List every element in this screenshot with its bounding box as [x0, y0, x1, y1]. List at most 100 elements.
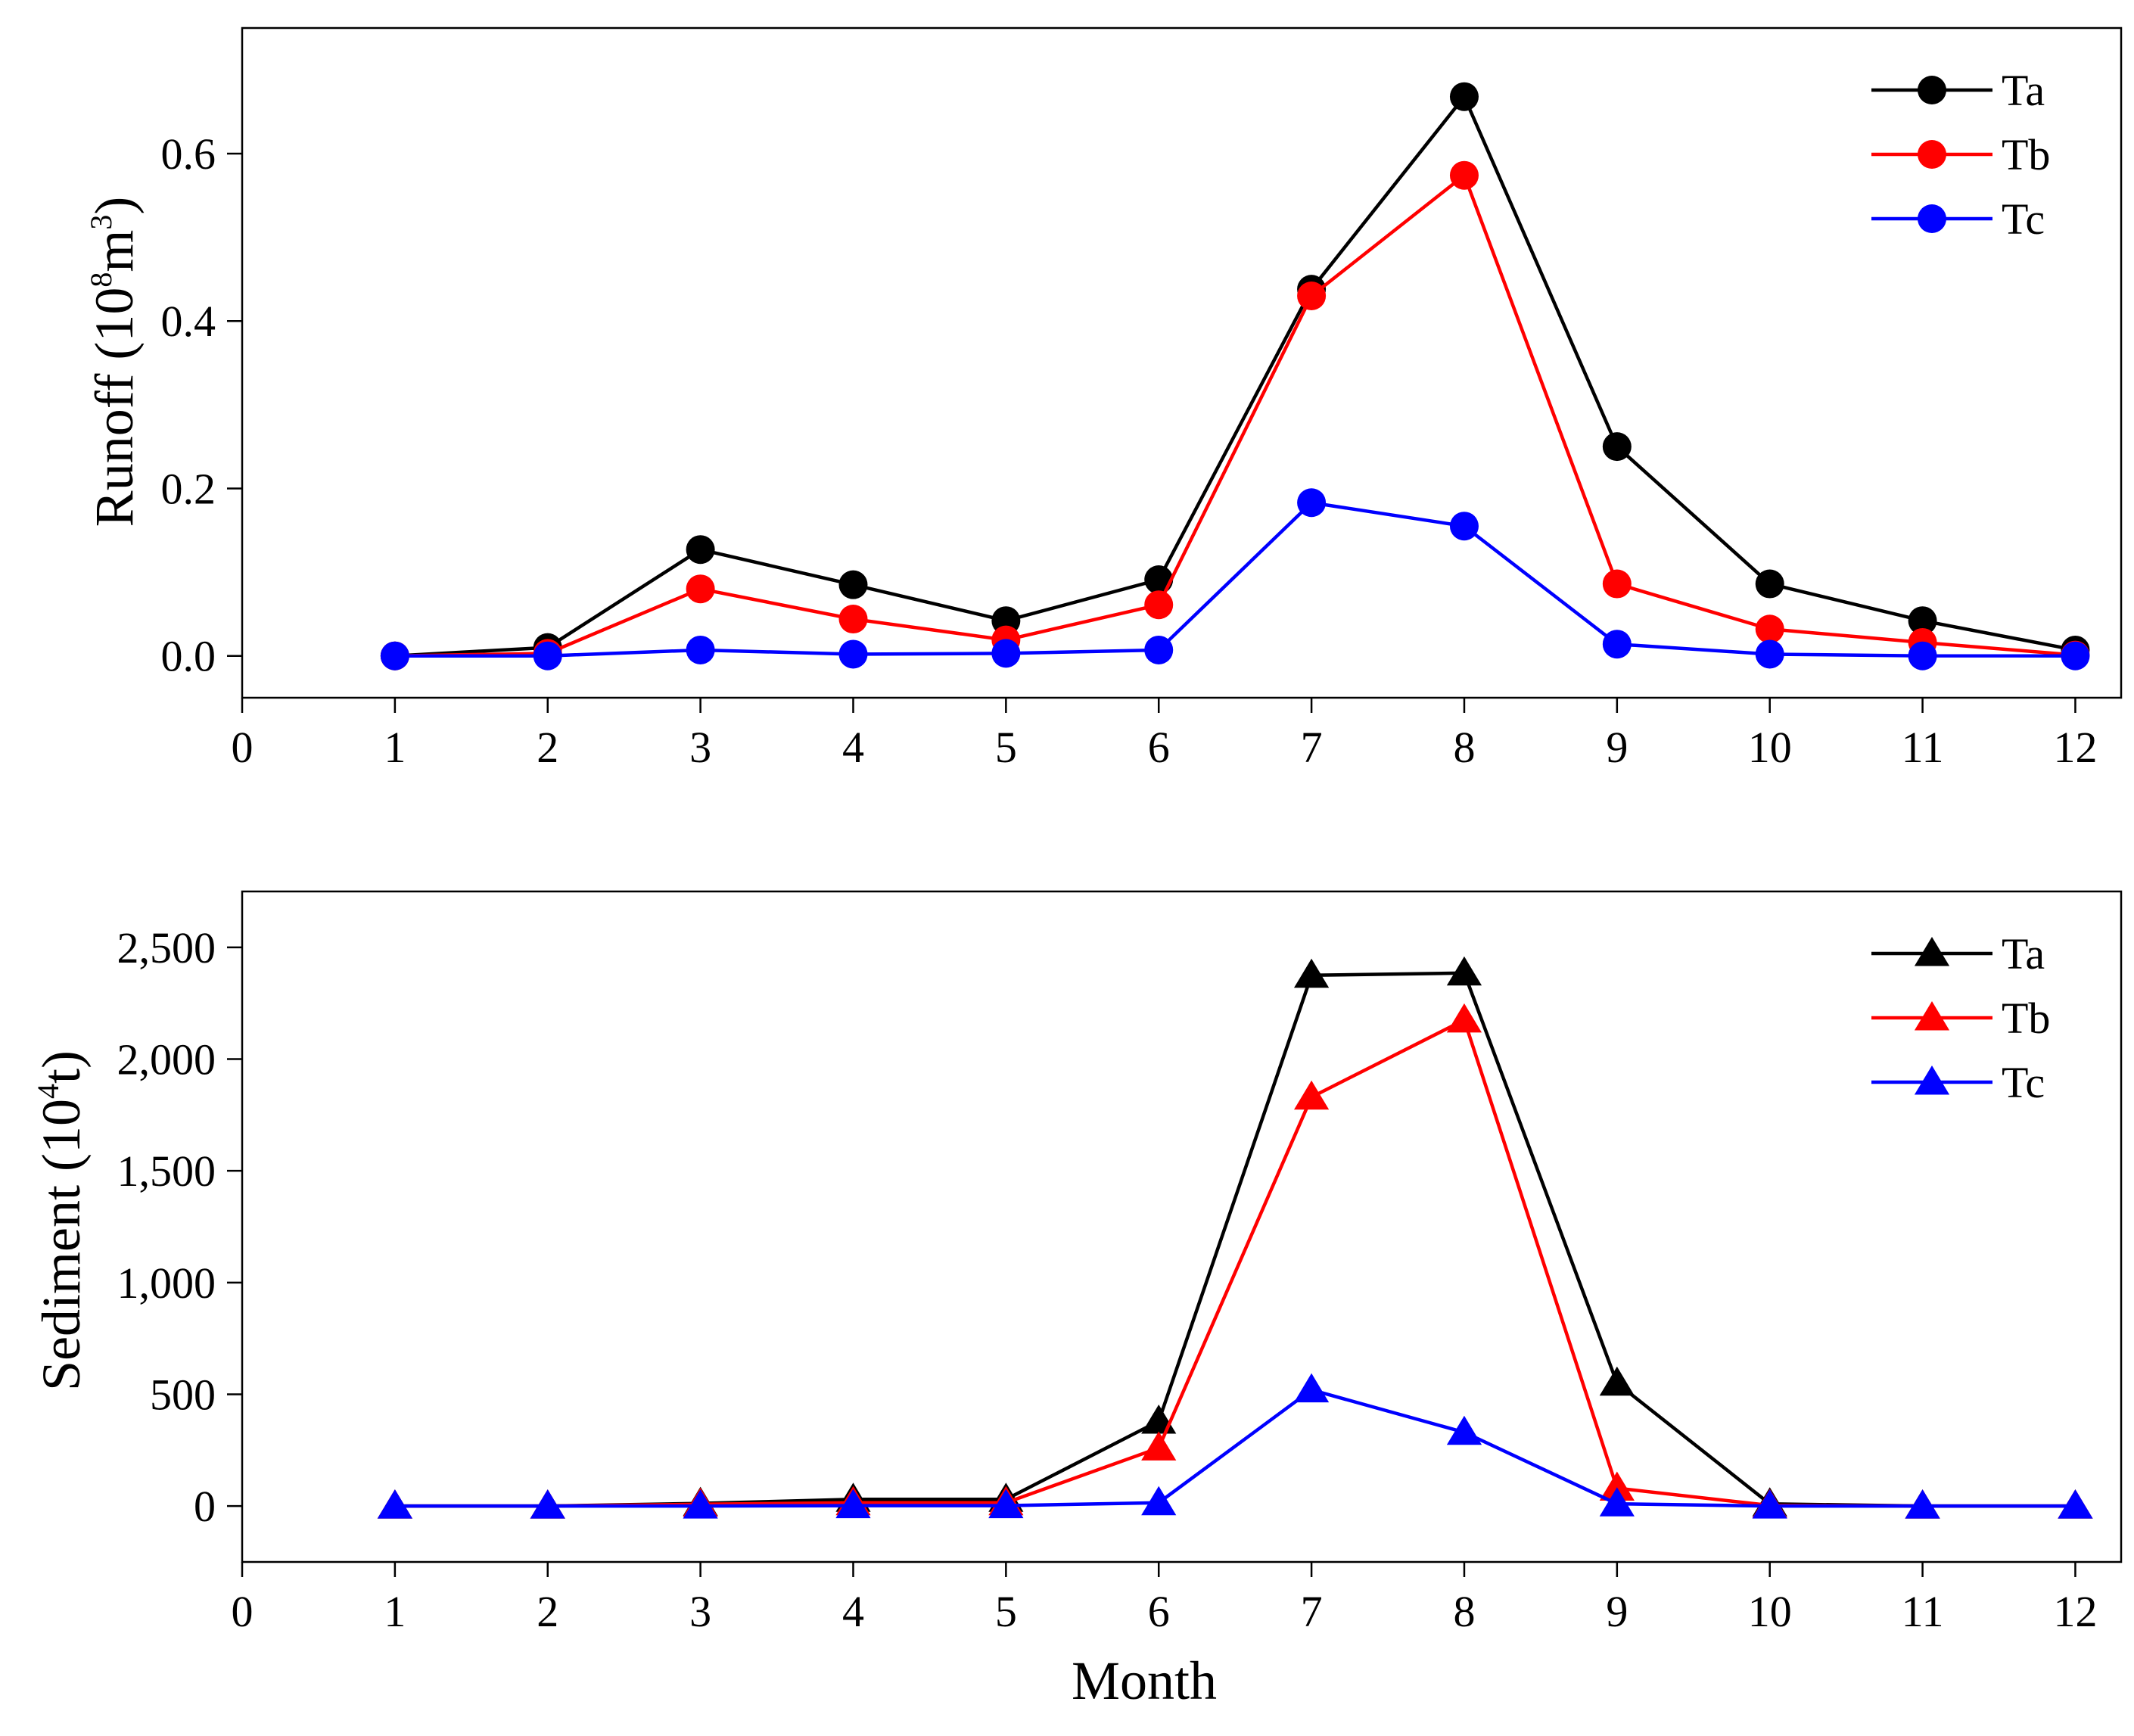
- y-tick-label: 1,000: [117, 1258, 216, 1308]
- data-point-tc: [683, 1489, 718, 1519]
- data-point-tc: [1293, 1373, 1330, 1403]
- x-tick-label: 7: [1301, 1587, 1323, 1636]
- data-point-tc: [1905, 1489, 1940, 1519]
- data-point-tc: [2058, 1489, 2093, 1519]
- data-point-ta: [1293, 958, 1330, 988]
- data-point-ta: [1144, 565, 1174, 595]
- data-point-ta: [686, 535, 715, 565]
- data-point-tc: [530, 1489, 565, 1519]
- data-point-tb: [1297, 282, 1327, 310]
- runoff-chart: Runoff (108m3) 0 1 2 3 4 5 6 7 8 9 10 11 120.00.20.4…: [84, 26, 2123, 772]
- x-tick-label: 6: [1148, 1587, 1170, 1636]
- x-axis-title: Month: [1072, 1650, 1217, 1711]
- legend-marker-tc: [1914, 1066, 1950, 1095]
- data-point-tc: [377, 1489, 412, 1519]
- data-point-ta: [1449, 82, 1479, 111]
- data-point-tc: [1752, 1489, 1787, 1519]
- x-tick-label: 3: [689, 1587, 711, 1636]
- data-point-tc: [1602, 630, 1632, 659]
- data-point-tb: [1141, 1431, 1177, 1461]
- y-tick-label: 1,500: [117, 1146, 216, 1196]
- legend-marker-ta: [1918, 76, 1946, 104]
- x-tick-label: 7: [1301, 723, 1323, 772]
- data-point-ta: [1755, 569, 1784, 599]
- legend-marker-tc: [1918, 204, 1946, 233]
- data-point-ta: [838, 570, 868, 599]
- data-point-tc: [1144, 635, 1174, 664]
- x-tick-label: 12: [2053, 723, 2097, 772]
- data-point-tb: [1599, 1471, 1635, 1501]
- data-point-tc: [835, 1489, 871, 1519]
- data-point-tc: [1449, 512, 1479, 541]
- series-line-ta: [394, 93, 2076, 658]
- legend-marker-ta: [1914, 937, 1950, 966]
- data-point-tb: [1144, 590, 1174, 620]
- y-tick-label: 0.4: [161, 297, 216, 346]
- x-tick-label: 0: [232, 723, 254, 772]
- x-tick-label: 2: [537, 1587, 558, 1636]
- series-line-tc: [394, 1388, 2076, 1508]
- series-line-tb: [394, 1017, 2076, 1508]
- series-line-tb: [394, 173, 2076, 658]
- x-tick-label: 0: [232, 1587, 254, 1636]
- x-tick-label: 8: [1453, 1587, 1475, 1636]
- data-point-tb: [1449, 160, 1479, 190]
- x-tick-label: 10: [1748, 1587, 1792, 1636]
- y-tick-label: 500: [150, 1370, 216, 1420]
- series-line-ta: [394, 971, 2076, 1508]
- data-point-tb: [838, 605, 868, 634]
- data-point-ta: [1446, 956, 1482, 986]
- x-tick-label: 6: [1148, 723, 1170, 772]
- legend-label-tb: Tb: [2002, 994, 2050, 1043]
- x-tick-label: 9: [1606, 723, 1628, 772]
- y-tick-label: 2,000: [117, 1035, 216, 1084]
- x-tick-label: 3: [689, 723, 711, 772]
- data-point-tb: [1755, 614, 1784, 644]
- sediment-chart: Sediment (104t) 0 1 2 3 4 5 6 7 8 9 10 11 1205001,00…: [31, 890, 2123, 1636]
- x-tick-label: 4: [842, 723, 864, 772]
- data-point-tb: [686, 574, 715, 604]
- data-point-tb: [1293, 1080, 1330, 1110]
- data-point-tc: [988, 1489, 1024, 1519]
- x-tick-label: 12: [2053, 1587, 2097, 1636]
- y-tick-label: 0: [194, 1482, 216, 1531]
- data-point-tc: [1446, 1415, 1482, 1445]
- data-point-tc: [1599, 1487, 1635, 1517]
- data-point-tc: [838, 639, 868, 669]
- data-point-tc: [2061, 641, 2090, 670]
- legend-label-tb: Tb: [2002, 130, 2050, 179]
- data-point-tc: [380, 641, 409, 670]
- legend-label-tc: Tc: [2002, 1058, 2045, 1107]
- plot-frame: [241, 890, 2123, 1563]
- y-tick-label: 0.2: [161, 464, 216, 513]
- y-tick-label: 0.6: [161, 129, 216, 179]
- x-tick-label: 4: [842, 1587, 864, 1636]
- data-point-tc: [1297, 488, 1327, 518]
- series-line-tc: [394, 500, 2076, 658]
- data-point-tb: [1602, 569, 1632, 599]
- data-point-tc: [686, 635, 715, 664]
- runoff-y-axis-title: Runoff (108m3): [84, 197, 145, 527]
- x-tick-label: 5: [995, 723, 1017, 772]
- x-tick-label: 5: [995, 1587, 1017, 1636]
- data-point-ta: [1599, 1366, 1635, 1396]
- data-point-tb: [1446, 1003, 1482, 1033]
- legend-label-tc: Tc: [2002, 194, 2045, 244]
- legend-label-ta: Ta: [2002, 929, 2045, 978]
- data-point-tc: [1908, 641, 1937, 670]
- data-point-tc: [1755, 639, 1784, 669]
- legend-marker-tb: [1914, 1001, 1950, 1031]
- x-tick-label: 8: [1453, 723, 1475, 772]
- plot-frame: [241, 26, 2123, 699]
- data-point-tc: [1141, 1486, 1177, 1516]
- legend-marker-tb: [1918, 140, 1946, 169]
- data-point-ta: [1908, 606, 1937, 636]
- legend-label-ta: Ta: [2002, 66, 2045, 115]
- data-point-tc: [533, 641, 562, 670]
- x-tick-label: 9: [1606, 1587, 1628, 1636]
- sediment-y-axis-title: Sediment (104t): [31, 1050, 92, 1391]
- y-tick-label: 2,500: [117, 923, 216, 972]
- x-tick-label: 11: [1902, 723, 1944, 772]
- data-point-ta: [1602, 432, 1632, 462]
